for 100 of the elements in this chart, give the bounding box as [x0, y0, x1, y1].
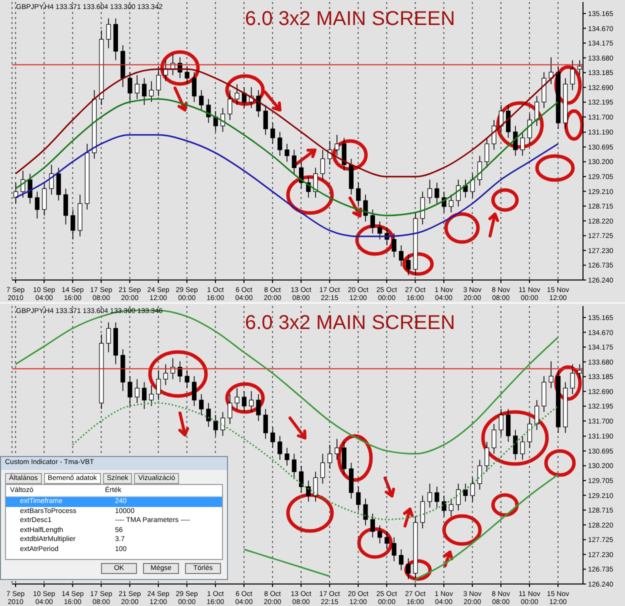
candlestick: [492, 120, 496, 150]
candlestick: [484, 441, 490, 472]
candlestick: [513, 430, 518, 460]
candlestick: [134, 74, 140, 100]
candlestick: [420, 191, 425, 225]
candlestick: [456, 483, 461, 511]
candlestick: [213, 414, 218, 436]
candlestick: [156, 370, 161, 400]
candlestick: [128, 376, 132, 406]
candlestick: [228, 90, 232, 120]
candlestick: [128, 72, 132, 102]
candlestick: [527, 418, 532, 448]
candlestick: [284, 143, 290, 162]
candlestick: [313, 167, 318, 198]
chart-title: 6.0 3x2 MAIN SCREEN: [244, 312, 456, 335]
chart-title: 6.0 3x2 MAIN SCREEN: [244, 8, 456, 31]
candlestick: [534, 96, 540, 126]
candlestick: [149, 80, 154, 102]
candlestick: [377, 525, 382, 544]
candlestick: [228, 394, 232, 424]
line-series: [14, 310, 559, 455]
candlestick: [242, 86, 246, 108]
candlestick: [256, 90, 261, 118]
candlestick: [184, 66, 190, 85]
candlestick: [398, 244, 404, 267]
candlestick: [178, 360, 182, 383]
candlestick: [206, 98, 211, 124]
candlestick: [184, 370, 190, 389]
candlestick: [142, 78, 147, 106]
candlestick: [484, 137, 490, 168]
candlestick: [192, 72, 197, 102]
candlestick: [328, 444, 332, 470]
candlestick: [542, 376, 546, 412]
candlestick: [192, 376, 197, 406]
candlestick: [142, 382, 147, 410]
candlestick: [249, 390, 254, 412]
candlestick: [334, 438, 340, 460]
candlestick: [263, 408, 268, 440]
candlestick: [63, 188, 68, 225]
candlestick: [420, 495, 425, 529]
candlestick: [263, 104, 268, 136]
candlestick: [156, 66, 161, 96]
candlestick: [163, 364, 168, 386]
candlestick: [342, 441, 346, 476]
candlestick: [570, 60, 575, 90]
candlestick: [363, 194, 368, 222]
candlestick: [348, 158, 354, 195]
candlestick: [398, 548, 404, 571]
candlestick: [442, 495, 446, 517]
candlestick: [392, 537, 396, 562]
candlestick: [348, 462, 354, 499]
candlestick: [370, 209, 375, 234]
candlestick: [470, 173, 475, 198]
candlestick: [278, 435, 282, 460]
candlestick: [313, 471, 318, 502]
candlestick: [448, 498, 454, 517]
candlestick: [377, 221, 382, 240]
candlestick: [427, 483, 432, 508]
candlestick: [492, 424, 496, 454]
candlestick: [306, 480, 311, 502]
candlestick: [34, 191, 40, 219]
candlestick: [448, 194, 454, 213]
candlestick: [498, 408, 504, 436]
candlestick: [106, 18, 111, 49]
candlestick: [463, 483, 468, 502]
candlestick: [520, 131, 525, 156]
candlestick: [292, 453, 296, 478]
candlestick: [520, 435, 525, 460]
candlestick: [542, 72, 546, 108]
candlestick: [234, 388, 240, 410]
candlestick: [434, 182, 440, 204]
candlestick: [206, 402, 211, 428]
candlestick: [534, 400, 540, 430]
candlestick: [342, 137, 346, 172]
candlestick: [384, 531, 390, 550]
candlestick: [134, 378, 140, 404]
candlestick: [406, 254, 411, 276]
candlestick: [242, 390, 246, 412]
candlestick: [406, 558, 411, 580]
candlestick: [434, 486, 440, 508]
candlestick: [199, 394, 204, 416]
candlestick: [284, 447, 290, 466]
candlestick: [570, 364, 575, 394]
candlestick: [278, 131, 282, 156]
candlestick: [220, 412, 226, 436]
candlestick: [42, 182, 47, 216]
candlestick: [270, 426, 276, 448]
candlestick: [270, 122, 276, 144]
candlestick: [28, 173, 32, 204]
candlestick: [49, 164, 54, 195]
candlestick: [234, 84, 240, 106]
candlestick: [292, 149, 296, 174]
candlestick: [320, 149, 325, 180]
candlestick: [370, 513, 375, 538]
candlestick: [356, 182, 361, 207]
candlestick: [506, 408, 511, 442]
candlestick: [548, 360, 554, 389]
candlestick: [56, 167, 61, 201]
candlestick: [70, 209, 76, 240]
candlestick: [498, 104, 504, 132]
